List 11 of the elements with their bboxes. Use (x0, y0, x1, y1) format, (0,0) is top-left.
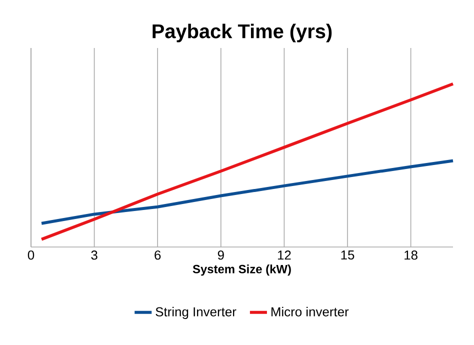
x-tick-label: 12 (278, 250, 291, 260)
x-axis-title: System Size (kW) (192, 264, 291, 276)
legend-label: String Inverter (156, 306, 236, 319)
legend-label: Micro inverter (272, 306, 349, 316)
x-tick-label: 0 (28, 250, 34, 260)
x-tick-label: 9 (218, 250, 224, 260)
x-tick-label: 3 (91, 250, 98, 260)
x-tick-label: 15 (341, 250, 354, 260)
chart-title: Payback Time (yrs) (152, 24, 332, 42)
x-tick-label: 6 (154, 250, 161, 260)
x-tick-label: 18 (404, 250, 418, 260)
